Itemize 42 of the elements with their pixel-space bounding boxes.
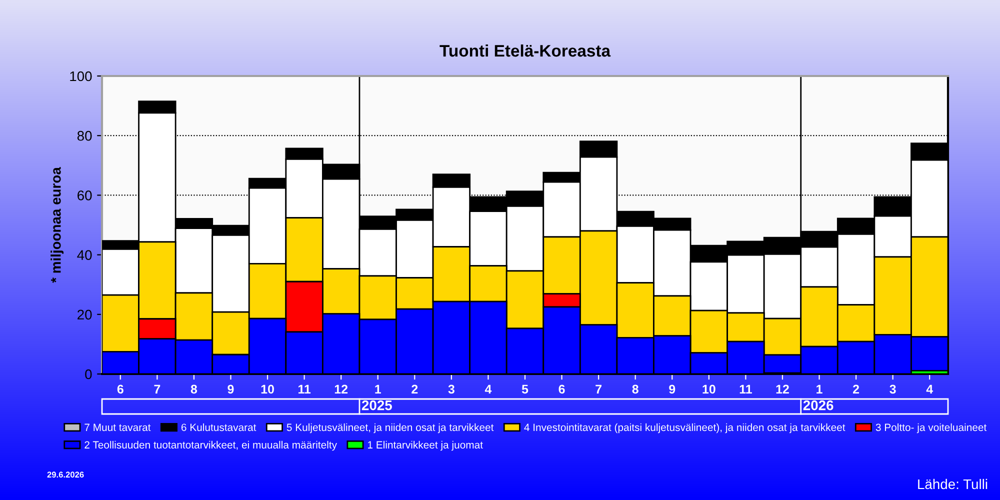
x-tick-label: 12 bbox=[334, 384, 348, 394]
x-tick-label: 9 bbox=[228, 384, 234, 394]
y-tick-label: 20 bbox=[78, 310, 92, 320]
text: 29.6.2026 bbox=[47, 472, 84, 478]
y-tick-label: 60 bbox=[78, 190, 92, 200]
x-tick-label: 9 bbox=[669, 384, 676, 394]
legend-label: 4 Investointitavarat (paitsi kuljetusvälineet), ja niiden osat ja tarvikkeet bbox=[524, 423, 846, 434]
legend-label: 6 Kulutustavarat bbox=[181, 423, 256, 432]
x-tick-label: 12 bbox=[776, 384, 789, 394]
x-tick-label: 1 bbox=[375, 384, 381, 394]
x-tick-label: 3 bbox=[448, 384, 454, 394]
legend-label: 1 Elintarvikkeet ja juomat bbox=[368, 440, 483, 451]
x-tick-label: 4 bbox=[484, 384, 492, 394]
x-tick-label: 6 bbox=[117, 384, 124, 394]
x-tick-label: 11 bbox=[298, 384, 311, 394]
y-tick-label: 0 bbox=[85, 369, 92, 380]
x-tick-label: 5 bbox=[522, 384, 528, 394]
x-tick-label: 2 bbox=[853, 384, 860, 394]
x-tick-label: 7 bbox=[596, 384, 602, 394]
y-axis-title: * miljoonaa euroa bbox=[50, 167, 64, 283]
text: Lähde: Tulli bbox=[918, 478, 988, 490]
legend-label: 5 Kuljetusvälineet, ja niiden osat ja tarvikkeet bbox=[286, 423, 494, 434]
legend-label: 7 Muut tavarat bbox=[84, 424, 151, 432]
x-tick-label: 4 bbox=[926, 384, 934, 394]
x-tick-label: 1 bbox=[816, 384, 822, 394]
legend-label: 2 Teollisuuden tuotantotarvikkeet, ei muualla määritelty bbox=[84, 440, 337, 451]
text: 2026 bbox=[803, 400, 834, 410]
x-tick-label: 8 bbox=[190, 384, 198, 394]
chart-title: Tuonti Etelä-Koreasta bbox=[440, 44, 611, 57]
y-tick-label: 40 bbox=[77, 250, 92, 260]
x-tick-label: 2 bbox=[412, 384, 418, 394]
x-tick-label: 6 bbox=[558, 384, 565, 394]
x-tick-label: 11 bbox=[740, 384, 752, 394]
y-tick-label: 100 bbox=[70, 71, 92, 82]
x-tick-label: 10 bbox=[261, 384, 274, 394]
y-tick-label: 80 bbox=[77, 130, 92, 141]
x-tick-label: 7 bbox=[154, 384, 160, 394]
text: 2025 bbox=[362, 400, 392, 410]
x-tick-label: 8 bbox=[632, 384, 638, 394]
x-tick-label: 3 bbox=[890, 384, 896, 394]
x-tick-label: 10 bbox=[702, 384, 716, 394]
legend-label: 3 Poltto- ja voiteluaineet bbox=[876, 423, 987, 434]
